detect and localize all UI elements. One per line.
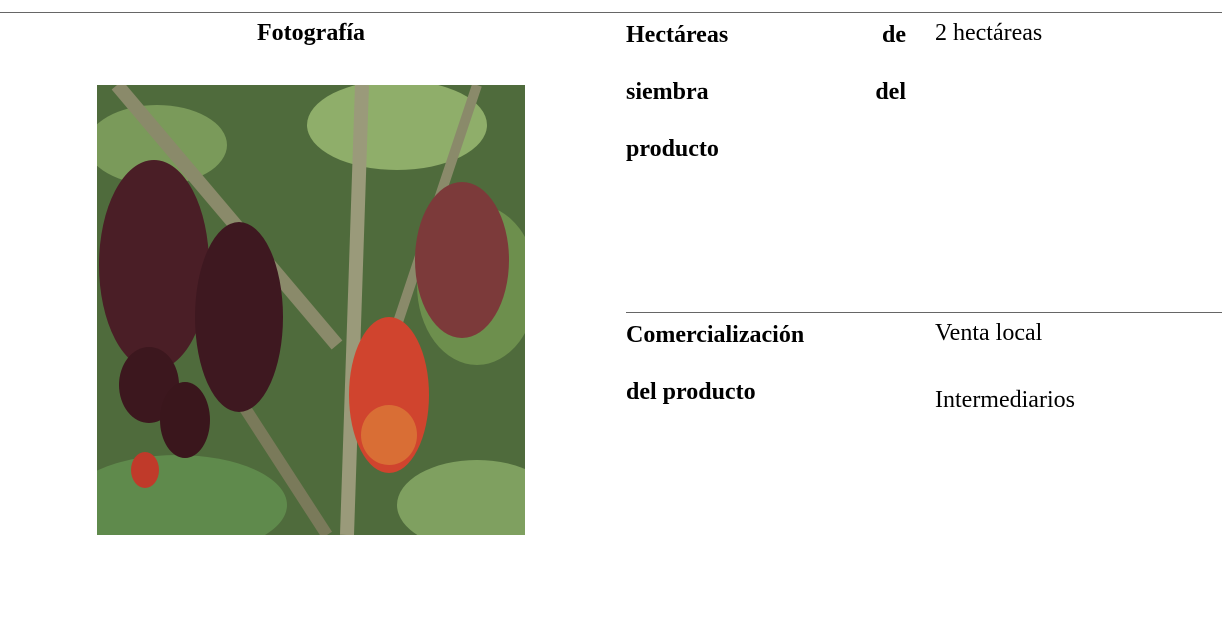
top-rule xyxy=(0,12,1222,13)
cacao-photo xyxy=(97,85,525,535)
row-value: Venta local xyxy=(935,320,1043,346)
row-value: 2 hectáreas xyxy=(935,20,1043,46)
label-line: Hectáreas de xyxy=(626,22,906,48)
row-rule xyxy=(626,312,1222,313)
row-label: Hectáreas de siembra del producto xyxy=(626,20,906,162)
row-value: Intermediarios xyxy=(935,387,1075,413)
photo-header: Fotografía xyxy=(257,20,365,46)
label-line: Comercialización xyxy=(626,322,805,348)
label-line: producto xyxy=(626,136,719,162)
row-label: Comercialización del producto xyxy=(626,320,906,434)
label-line: siembra del xyxy=(626,79,906,105)
label-line: del producto xyxy=(626,379,756,405)
